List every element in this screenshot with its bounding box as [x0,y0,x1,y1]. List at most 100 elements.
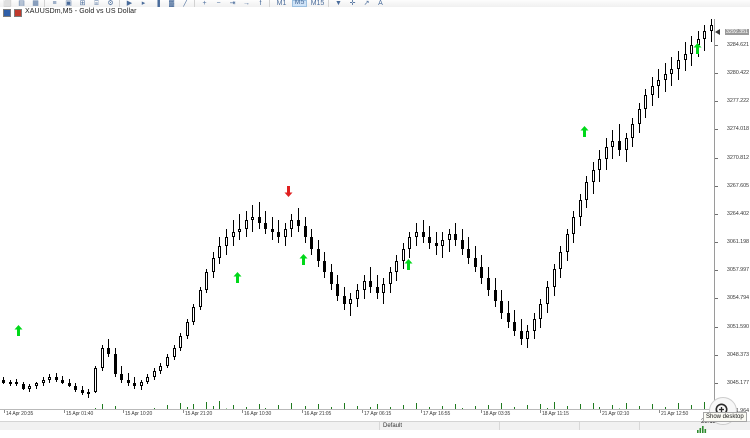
price-axis-tick [715,214,718,215]
time-axis-tick [362,410,363,413]
candle-body [513,321,516,331]
market-watch-icon[interactable]: ≡ [52,0,57,7]
navigator-icon[interactable]: ⊞ [79,0,86,7]
auto-scroll-icon[interactable]: ⇥ [229,0,236,7]
candle-wick [278,219,279,244]
candle-body [192,307,195,322]
candle-body [245,219,248,229]
price-axis-tick [715,298,718,299]
candle-body [2,380,5,383]
price-axis-label: 3284.621 [726,42,749,48]
candlestick-plot[interactable] [0,19,714,399]
time-axis-label: 14 Apr 20:35 [6,411,34,417]
price-axis-label: 3277.222 [726,98,749,104]
current-price-marker-icon [715,29,720,35]
candle-body [15,381,18,385]
candle-body [467,249,470,258]
candle-body [605,147,608,159]
chart-canvas[interactable] [0,19,715,417]
candle-body [369,281,372,287]
status-segment-4 [580,422,640,430]
candle-body [55,377,58,381]
candle-body [428,237,431,244]
terminal-icon[interactable]: ⌸ [94,0,99,7]
zoom-out-icon[interactable]: − [216,0,221,7]
status-segment-profile[interactable]: Default [380,422,500,430]
candle-body [114,353,117,375]
time-axis-tick [540,410,541,413]
candle-body [336,283,339,296]
templates-icon[interactable]: ▼ [335,0,342,7]
zoom-in-icon[interactable]: + [202,0,207,7]
candle-wick [423,219,424,244]
time-axis-label: 18 Apr 11:15 [542,411,569,417]
candle-body [166,356,169,366]
crosshair-icon[interactable]: ✛ [349,0,356,7]
time-axis-tick [302,410,303,413]
price-axis-label: 3054.794 [726,295,749,301]
candle-body [598,158,601,171]
price-axis[interactable]: 3284.621 3280.422 3277.222 3274.018 3270.812… [715,19,750,417]
candle-body [553,269,556,287]
price-axis-tick [715,383,718,384]
status-segment-5 [640,422,750,430]
candle-wick [449,228,450,252]
status-segment-3 [500,422,580,430]
candle-body [566,234,569,252]
candle-body [651,85,654,95]
price-axis-tick [715,355,718,356]
candle-body [638,109,641,124]
candle-body [585,182,588,200]
candle-wick [265,211,266,235]
time-axis-tick [600,410,601,413]
candle-body [631,123,634,139]
time-axis[interactable]: 14 Apr 20:35 15 Apr 01:40 15 Apr 10:20 15 A… [0,409,715,421]
price-axis-label: 3041.964 [726,408,749,414]
line-chart-icon[interactable]: ╱ [183,0,188,7]
text-tool-icon[interactable]: A [378,0,383,7]
new-chart-icon[interactable]: ⬜ [3,0,12,7]
candle-body [657,80,660,86]
candle-body [664,74,667,81]
candle-body [343,295,346,305]
new-order-icon[interactable]: ▶ [126,0,133,7]
candle-body [218,246,221,258]
candle-body [461,240,464,250]
open-data-folder-icon[interactable]: ▦ [32,0,39,7]
bar-chart-icon[interactable]: ▐ [155,0,160,7]
toolbar-separator [269,0,270,7]
candle-body [323,260,326,273]
price-axis-label: 3045.177 [726,380,749,386]
candle-body [28,385,31,389]
candle-wick [377,275,378,299]
indicators-icon[interactable]: f [259,0,262,7]
data-window-icon[interactable]: ▣ [65,0,72,7]
candle-body [539,304,542,319]
time-axis-label: 17 Apr 06:15 [364,411,392,417]
candle-wick [128,372,129,386]
candlestick-chart-icon[interactable]: ▓ [168,0,175,7]
toolbar-separator [194,0,195,7]
strategy-tester-icon[interactable]: ⚙ [107,0,114,7]
timeframe-m15-icon[interactable]: M15 [310,0,325,7]
candle-wick [711,19,712,43]
candle-body [258,217,261,223]
candle-body [710,24,713,31]
candle-body [618,141,621,151]
candle-body [690,45,693,54]
candle-body [480,266,483,279]
price-axis-tick [715,242,718,243]
toolbar-separator [328,0,329,7]
autotrading-icon[interactable]: ▸ [141,0,146,7]
price-axis-label: 3051.590 [726,324,749,330]
profiles-icon[interactable]: ▤ [18,0,25,7]
timeframe-m1-icon[interactable]: M1 [276,0,287,7]
timeframe-m5-icon[interactable]: M5 [292,0,307,7]
trendline-icon[interactable]: ↗ [363,0,370,7]
chart-shift-icon[interactable]: → [243,0,250,7]
toolbar-separator [119,0,120,7]
candle-body [284,228,287,238]
candle-body [133,382,136,386]
candle-body [520,330,523,340]
candle-body [317,249,320,261]
